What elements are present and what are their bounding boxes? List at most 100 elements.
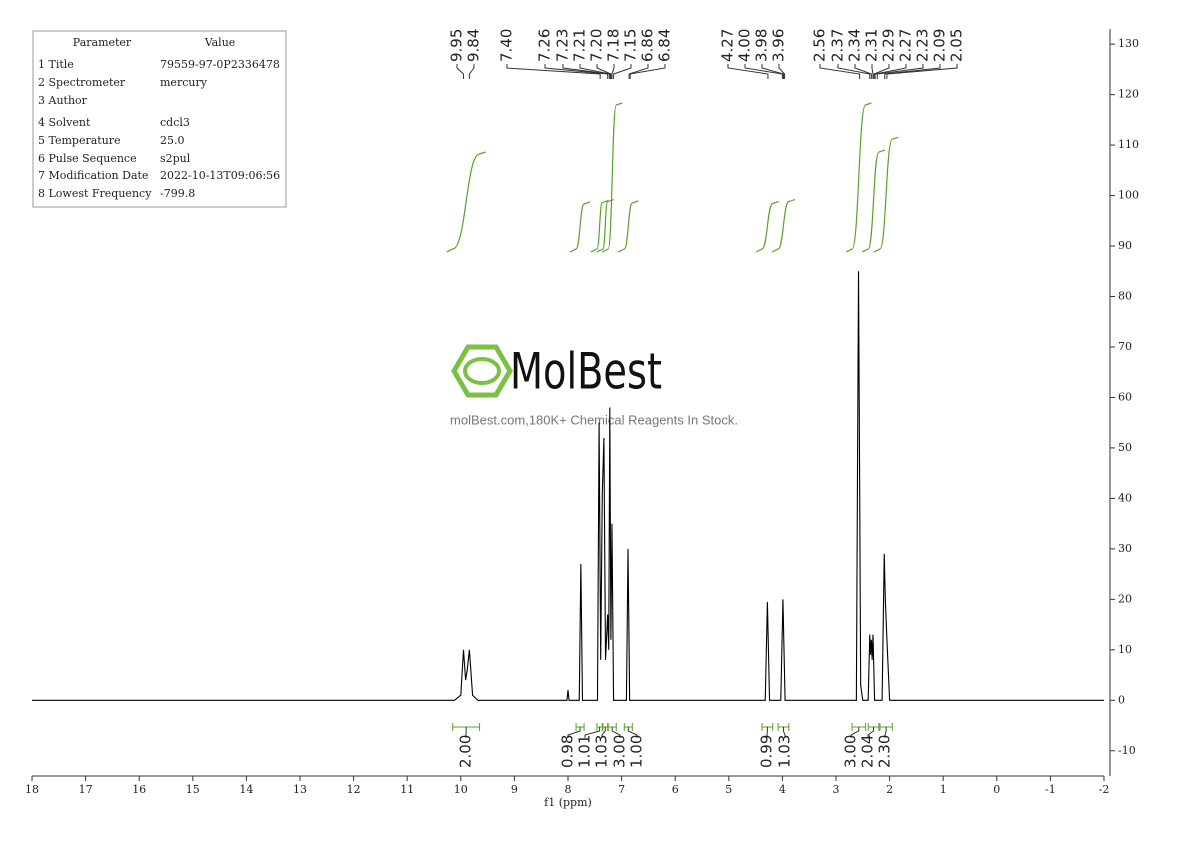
integral-curve xyxy=(862,150,885,252)
peak-label: 7.21 xyxy=(571,29,589,62)
watermark-subtitle: molBest.com,180K+ Chemical Reagents In S… xyxy=(450,412,738,427)
peak-label: 2.37 xyxy=(829,29,847,62)
table-cell: 25.0 xyxy=(160,134,185,147)
integral-curve xyxy=(846,103,871,252)
integral-label: 3.00 xyxy=(842,735,860,768)
peak-label: 2.34 xyxy=(846,29,864,62)
table-cell: 1 Title xyxy=(38,58,74,71)
x-tick-label: 9 xyxy=(511,783,518,796)
peak-label: 7.26 xyxy=(536,29,554,62)
peak-label: 7.20 xyxy=(588,29,606,62)
peak-connector xyxy=(469,64,474,79)
x-tick-label: -2 xyxy=(1099,783,1110,796)
peak-label: 2.27 xyxy=(897,29,915,62)
peak-connector xyxy=(872,64,873,79)
integral-label: 0.99 xyxy=(758,735,776,768)
peak-label: 6.84 xyxy=(656,29,674,62)
integral-curve xyxy=(447,152,486,252)
x-tick-label: 8 xyxy=(565,783,572,796)
peak-label: 7.23 xyxy=(554,29,572,62)
table-cell: 2 Spectrometer xyxy=(38,76,126,89)
y-tick-label: 0 xyxy=(1118,693,1125,706)
x-tick-label: 0 xyxy=(993,783,1000,796)
x-tick-label: 17 xyxy=(79,783,93,796)
peak-label: 2.31 xyxy=(863,29,881,62)
table-cell: 4 Solvent xyxy=(38,116,91,129)
x-tick-label: 2 xyxy=(886,783,893,796)
table-cell: 3 Author xyxy=(38,94,88,107)
y-tick-label: 50 xyxy=(1118,441,1132,454)
integral-label: 2.00 xyxy=(457,735,475,768)
integral-label: 2.30 xyxy=(876,735,894,768)
y-tick-label: 30 xyxy=(1118,542,1132,555)
table-header: Value xyxy=(204,36,236,49)
spectrum-line xyxy=(32,271,1104,700)
y-tick-label: 110 xyxy=(1118,138,1139,151)
peak-label: 4.27 xyxy=(719,29,737,62)
integral-label: 1.03 xyxy=(593,735,611,768)
peak-connector xyxy=(614,64,631,79)
peak-label: 2.05 xyxy=(948,29,966,62)
watermark: MolBest molBest.com,180K+ Chemical Reage… xyxy=(450,343,738,428)
x-tick-label: 6 xyxy=(672,783,679,796)
integral-label: 3.00 xyxy=(611,735,629,768)
x-axis-label: f1 (ppm) xyxy=(544,796,592,809)
peak-label: 7.18 xyxy=(605,29,623,62)
x-tick-label: -1 xyxy=(1045,783,1056,796)
table-header: Parameter xyxy=(73,36,132,49)
peak-label: 4.00 xyxy=(736,29,754,62)
peak-label: 6.86 xyxy=(639,29,657,62)
logo-hexagon xyxy=(454,347,510,395)
y-tick-label: 70 xyxy=(1118,340,1132,353)
peak-label: 2.23 xyxy=(914,29,932,62)
y-tick-label: 130 xyxy=(1118,37,1139,50)
x-tick-label: 1 xyxy=(940,783,947,796)
y-tick-label: 40 xyxy=(1118,491,1132,504)
x-tick-label: 7 xyxy=(618,783,625,796)
y-tick-label: 10 xyxy=(1118,643,1132,656)
peak-label: 7.40 xyxy=(498,29,516,62)
watermark-title: MolBest xyxy=(510,343,662,401)
y-tick-label: 90 xyxy=(1118,239,1132,252)
peak-connector xyxy=(820,64,860,79)
table-cell: 8 Lowest Frequency xyxy=(38,187,152,200)
y-tick-label: -10 xyxy=(1118,744,1136,757)
y-tick-label: 60 xyxy=(1118,390,1132,403)
x-tick-label: 18 xyxy=(25,783,39,796)
x-tick-label: 15 xyxy=(186,783,200,796)
integral-label: 1.03 xyxy=(776,735,794,768)
integral-label: 2.04 xyxy=(859,735,877,768)
table-cell: 6 Pulse Sequence xyxy=(38,152,137,165)
peak-label: 3.96 xyxy=(770,29,788,62)
peak-label: 7.15 xyxy=(622,29,640,62)
peak-label: 2.29 xyxy=(880,29,898,62)
peak-label: 2.56 xyxy=(811,29,829,62)
table-cell: mercury xyxy=(160,76,208,89)
integral-label: 1.00 xyxy=(628,735,646,768)
integral-label: 0.98 xyxy=(559,735,577,768)
peak-label: 2.09 xyxy=(931,29,949,62)
peak-connector xyxy=(457,64,463,79)
integral-curve xyxy=(570,202,590,252)
peak-connector xyxy=(563,64,609,79)
peak-label: 9.84 xyxy=(465,29,483,62)
integral-curve xyxy=(756,201,779,252)
y-tick-label: 20 xyxy=(1118,592,1132,605)
table-cell: 7 Modification Date xyxy=(38,169,148,182)
table-cell: 5 Temperature xyxy=(38,134,121,147)
integral-curve xyxy=(772,200,795,252)
integral-label: 1.01 xyxy=(576,735,594,768)
x-tick-label: 16 xyxy=(132,783,146,796)
x-tick-label: 5 xyxy=(725,783,732,796)
logo-ring xyxy=(465,359,499,383)
x-tick-label: 3 xyxy=(833,783,840,796)
x-tick-label: 14 xyxy=(239,783,253,796)
x-tick-label: 13 xyxy=(293,783,307,796)
x-tick-label: 11 xyxy=(400,783,414,796)
y-tick-label: 80 xyxy=(1118,290,1132,303)
table-cell: s2pul xyxy=(160,152,191,165)
table-cell: cdcl3 xyxy=(160,116,190,129)
